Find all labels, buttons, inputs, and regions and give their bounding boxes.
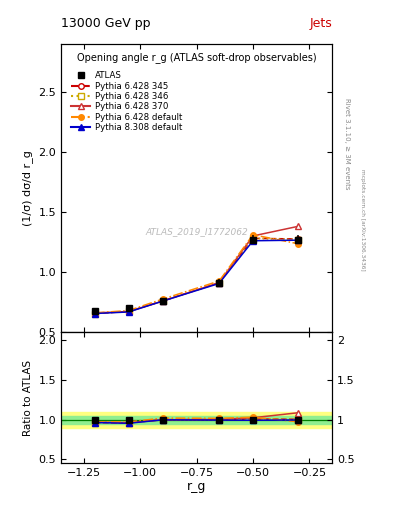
Text: Opening angle r_g (ATLAS soft-drop observables): Opening angle r_g (ATLAS soft-drop obser… [77,52,316,63]
X-axis label: r_g: r_g [187,480,206,493]
Bar [61,416,332,423]
Text: Rivet 3.1.10, ≥ 3M events: Rivet 3.1.10, ≥ 3M events [344,98,350,189]
Text: 13000 GeV pp: 13000 GeV pp [61,16,151,30]
Y-axis label: (1/σ) dσ/d r_g: (1/σ) dσ/d r_g [22,150,33,226]
Text: Jets: Jets [309,16,332,30]
Y-axis label: Ratio to ATLAS: Ratio to ATLAS [23,360,33,436]
Bar [61,412,332,428]
Text: mcplots.cern.ch [arXiv:1306.3436]: mcplots.cern.ch [arXiv:1306.3436] [360,169,365,271]
Legend: ATLAS, Pythia 6.428 345, Pythia 6.428 346, Pythia 6.428 370, Pythia 6.428 defaul: ATLAS, Pythia 6.428 345, Pythia 6.428 34… [68,68,185,135]
Text: ATLAS_2019_I1772062: ATLAS_2019_I1772062 [145,227,248,236]
